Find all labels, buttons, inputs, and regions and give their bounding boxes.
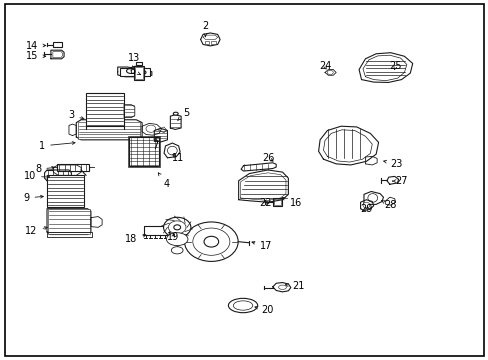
Text: 11: 11 bbox=[171, 153, 183, 163]
Ellipse shape bbox=[163, 217, 190, 237]
Bar bbox=[47, 175, 83, 207]
Bar bbox=[57, 164, 89, 171]
Ellipse shape bbox=[233, 301, 252, 310]
Text: 23: 23 bbox=[383, 159, 402, 169]
Text: 3: 3 bbox=[68, 111, 84, 121]
Text: 20: 20 bbox=[254, 305, 274, 315]
Bar bbox=[136, 62, 142, 64]
Bar bbox=[272, 198, 281, 206]
Text: 14: 14 bbox=[26, 41, 46, 50]
Text: 12: 12 bbox=[25, 226, 47, 236]
Text: 10: 10 bbox=[24, 171, 50, 181]
Ellipse shape bbox=[173, 225, 180, 230]
Text: 24: 24 bbox=[318, 61, 330, 71]
Bar bbox=[211, 41, 216, 44]
Text: 27: 27 bbox=[392, 176, 407, 186]
Ellipse shape bbox=[166, 233, 187, 246]
Text: 19: 19 bbox=[166, 232, 179, 242]
Text: 15: 15 bbox=[26, 51, 46, 61]
Ellipse shape bbox=[126, 68, 136, 73]
Ellipse shape bbox=[138, 70, 146, 75]
Ellipse shape bbox=[367, 194, 377, 202]
Ellipse shape bbox=[362, 202, 369, 208]
Bar bbox=[128, 136, 160, 167]
Text: 5: 5 bbox=[178, 108, 189, 120]
Bar bbox=[143, 226, 166, 234]
Bar bbox=[120, 68, 150, 76]
Text: 28: 28 bbox=[381, 200, 396, 210]
Bar bbox=[135, 67, 143, 79]
Ellipse shape bbox=[173, 112, 178, 115]
Text: 8: 8 bbox=[35, 164, 55, 174]
Text: 18: 18 bbox=[125, 234, 145, 244]
Text: 4: 4 bbox=[158, 173, 169, 189]
Text: 26: 26 bbox=[262, 153, 275, 163]
Bar bbox=[48, 210, 90, 234]
Bar bbox=[273, 199, 280, 205]
Text: 17: 17 bbox=[251, 241, 272, 251]
Ellipse shape bbox=[167, 146, 177, 155]
Text: 2: 2 bbox=[202, 21, 208, 37]
Bar bbox=[129, 137, 159, 166]
Text: 29: 29 bbox=[360, 204, 372, 215]
Bar bbox=[204, 41, 209, 44]
Ellipse shape bbox=[278, 285, 286, 289]
Bar bbox=[53, 42, 62, 47]
Text: 25: 25 bbox=[388, 61, 401, 71]
Bar bbox=[78, 122, 140, 139]
Bar bbox=[86, 93, 124, 126]
Ellipse shape bbox=[184, 222, 238, 261]
Text: 21: 21 bbox=[285, 281, 304, 291]
Text: 1: 1 bbox=[39, 141, 75, 151]
Ellipse shape bbox=[228, 298, 257, 313]
Text: 9: 9 bbox=[23, 193, 43, 203]
Bar bbox=[134, 66, 144, 80]
Text: 6: 6 bbox=[129, 66, 141, 76]
Text: 22: 22 bbox=[259, 198, 271, 208]
Text: 7: 7 bbox=[152, 138, 159, 151]
Text: 16: 16 bbox=[282, 197, 301, 208]
Ellipse shape bbox=[146, 125, 156, 132]
Ellipse shape bbox=[327, 70, 332, 75]
Ellipse shape bbox=[171, 247, 183, 254]
Ellipse shape bbox=[203, 236, 218, 247]
Text: 13: 13 bbox=[127, 53, 140, 69]
Ellipse shape bbox=[168, 221, 185, 234]
Ellipse shape bbox=[192, 228, 229, 255]
